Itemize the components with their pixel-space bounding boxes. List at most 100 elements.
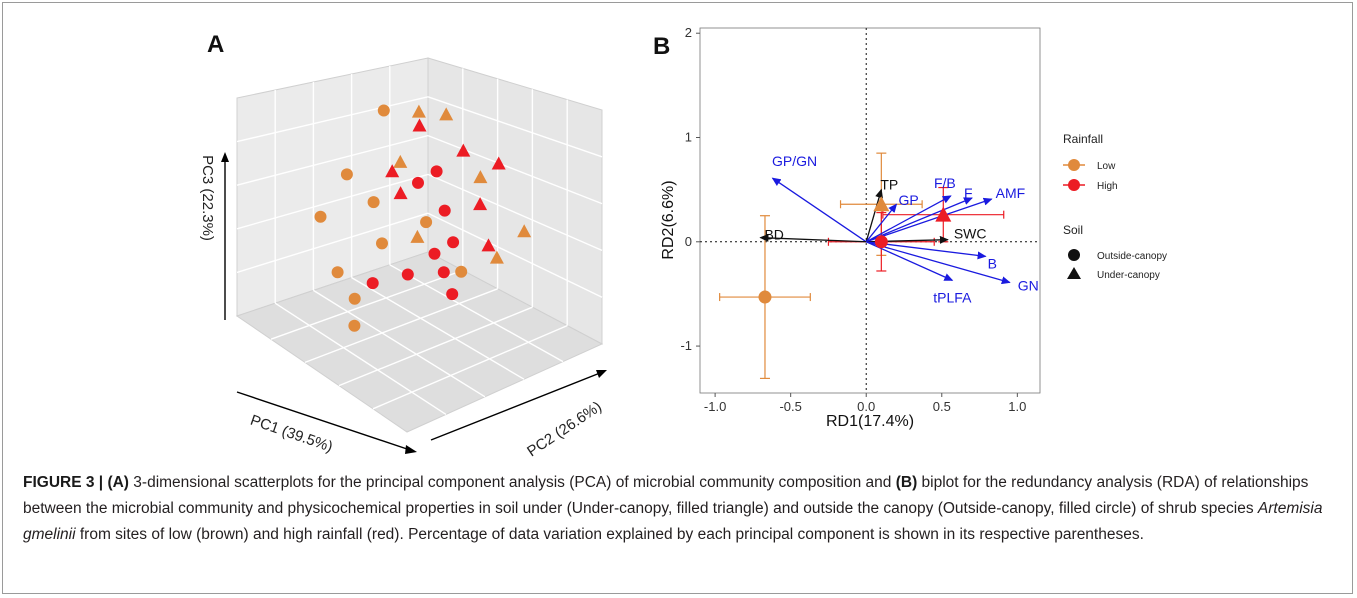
legend-label-under-canopy: Under-canopy: [1097, 270, 1160, 281]
vector-label-bd: BD: [764, 227, 783, 243]
pc1-axis: [236, 391, 417, 454]
panel-label-b: B: [653, 33, 670, 60]
vector-label-gn: GN: [1018, 277, 1039, 293]
pc2-axis-label: PC2 (26.6%): [524, 398, 605, 460]
legend-soil-title: Soil: [1063, 223, 1083, 237]
caption-species: Artemisia gmelinii: [23, 500, 1323, 543]
legend-item-low: Low: [1063, 159, 1116, 172]
pca-point-high-triangle-6: [385, 164, 400, 178]
vector-arrow-f-b: [865, 195, 952, 243]
y-tick-label-1: 0: [685, 234, 692, 249]
caption-figure-label: FIGURE 3 |: [23, 474, 104, 491]
rda-plot-area: [699, 27, 1041, 394]
caption-text-2: biplot for the redundancy analysis (RDA)…: [23, 474, 1309, 517]
pca-point-high-triangle-3: [412, 118, 427, 132]
legend-label-high: High: [1097, 181, 1118, 192]
pc3-axis-label: PC3 (22.3%): [199, 155, 216, 241]
legend-label-low: Low: [1097, 161, 1116, 172]
pca-point-high-circle-7: [438, 204, 451, 217]
x-tick-label-0: -1.0: [704, 399, 726, 414]
vector-label-f-b: F/B: [934, 175, 956, 191]
pca-point-low-circle-5: [348, 292, 361, 305]
pc1-axis-label: PC1 (39.5%): [248, 412, 335, 456]
rda-legend: Rainfall Low High Soil Outside-canopy Un…: [1063, 132, 1167, 281]
pca-point-low-circle-0: [377, 104, 390, 117]
vector-arrow-gp-gn: [771, 177, 867, 243]
pca-point-high-circle-4: [447, 236, 460, 249]
pca-point-low-triangle-3: [517, 224, 532, 238]
rda-axis-ticks: -1.0 -0.5 0.0 0.5 1.0 -1 0 1 2: [680, 25, 1026, 414]
panel-label-a: A: [207, 31, 224, 58]
cube-floor: [235, 251, 604, 433]
vector-label-gp: GP: [898, 192, 918, 208]
pca-point-low-triangle-4: [489, 250, 504, 264]
caption-text-3: from sites of low (brown) and high rainf…: [75, 526, 1144, 543]
pca-point-high-circle-3: [428, 247, 441, 260]
legend-item-high: High: [1063, 179, 1118, 192]
vector-arrow-gn: [866, 241, 1011, 285]
vector-label-tplfa: tPLFA: [933, 289, 972, 305]
pca-point-low-triangle-1: [411, 104, 426, 118]
vector-label-gp-gn: GP/GN: [772, 153, 817, 169]
pca-point-low-triangle-2: [473, 170, 488, 184]
x-tick-label-1: -0.5: [779, 399, 801, 414]
y-tick-label-3: 2: [685, 25, 692, 40]
x-tick-label-3: 0.5: [933, 399, 951, 414]
pca-point-low-triangle-6: [410, 229, 425, 243]
pca-point-low-circle-9: [348, 319, 361, 332]
rda-point-high-triangle: [935, 206, 952, 222]
pca-point-high-circle-1: [412, 176, 424, 189]
rda-point-low-triangle: [873, 196, 890, 212]
caption-text-1: 3-dimensional scatterplots for the princ…: [128, 474, 896, 491]
legend-item-outside-canopy: Outside-canopy: [1068, 249, 1167, 262]
rda-x-axis-title: RD1(17.4%): [826, 413, 914, 430]
x-tick-label-4: 1.0: [1008, 399, 1026, 414]
pca-point-low-circle-1: [340, 168, 353, 181]
vector-arrow-f: [865, 197, 973, 243]
caption-tag-b: (B): [895, 474, 918, 491]
pca-point-high-circle-6: [366, 277, 379, 290]
vector-arrow-gp: [865, 203, 898, 243]
pca-point-high-triangle-0: [491, 156, 506, 170]
pca-point-low-circle-4: [331, 266, 344, 279]
pca-points: [314, 104, 532, 332]
pca-point-low-circle-3: [367, 196, 380, 209]
y-tick-label-0: -1: [680, 338, 692, 353]
pca-point-high-triangle-4: [393, 186, 408, 200]
pca-point-low-circle-6: [420, 216, 433, 229]
pca-point-high-triangle-5: [481, 238, 496, 252]
pca-point-low-circle-8: [455, 265, 468, 278]
vector-label-amf: AMF: [996, 185, 1026, 201]
vector-arrow-amf: [866, 197, 993, 243]
pca-point-high-triangle-1: [456, 143, 471, 157]
figure-caption: FIGURE 3 | (A) 3-dimensional scatterplot…: [23, 470, 1338, 548]
vector-label-f: F: [964, 185, 973, 201]
legend-rainfall-title: Rainfall: [1063, 132, 1103, 146]
cube-gridlines: [236, 66, 603, 415]
pca-point-high-circle-8: [446, 288, 459, 301]
y-tick-label-2: 1: [685, 130, 692, 145]
pc2-axis: [430, 370, 607, 441]
rda-y-axis-title: RD2(6.6%): [660, 180, 677, 259]
vector-arrow-tp: [865, 188, 883, 242]
vector-label-swc: SWC: [954, 226, 987, 242]
legend-item-under-canopy: Under-canopy: [1067, 267, 1160, 281]
caption-tag-a: (A): [107, 474, 129, 491]
pca-point-low-circle-2: [314, 210, 327, 223]
pca-point-high-circle-2: [437, 266, 450, 279]
pc3-axis: [221, 152, 229, 320]
vector-arrow-bd: [759, 233, 867, 243]
pca-point-low-triangle-0: [439, 107, 454, 121]
legend-label-outside-canopy: Outside-canopy: [1097, 251, 1167, 262]
pca-3d-scatter-panel: A PC3 (22.3%) PC1 (39.5%) PC2 (26.6%): [199, 31, 607, 460]
pca-point-low-triangle-5: [393, 154, 408, 168]
pca-point-low-circle-7: [376, 237, 388, 250]
rda-point-high-circle: [874, 235, 888, 249]
pca-point-high-circle-0: [430, 165, 443, 178]
rda-point-low-circle: [758, 290, 772, 304]
pca-point-high-triangle-2: [473, 197, 488, 211]
vector-label-b: B: [988, 255, 997, 271]
x-tick-label-2: 0.0: [857, 399, 875, 414]
